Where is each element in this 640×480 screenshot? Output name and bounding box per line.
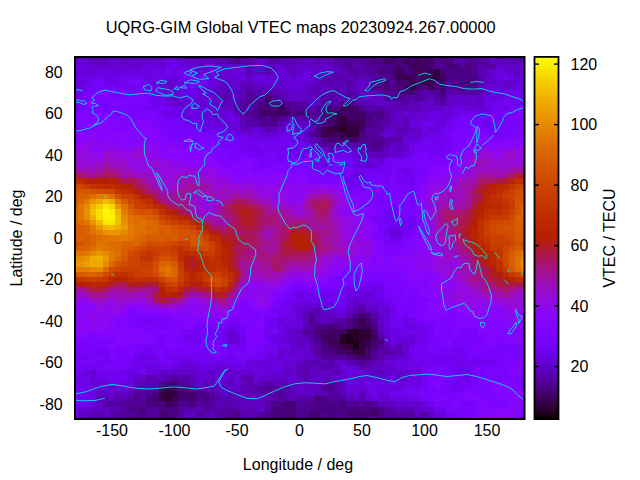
svg-text:-150: -150 bbox=[96, 422, 128, 439]
svg-text:-40: -40 bbox=[40, 313, 63, 330]
svg-text:50: 50 bbox=[353, 422, 371, 439]
svg-text:-100: -100 bbox=[158, 422, 190, 439]
svg-text:60: 60 bbox=[571, 237, 589, 254]
svg-text:VTEC / TECU: VTEC / TECU bbox=[601, 188, 618, 287]
svg-text:80: 80 bbox=[571, 177, 589, 194]
svg-text:-50: -50 bbox=[225, 422, 248, 439]
svg-text:20: 20 bbox=[571, 358, 589, 375]
svg-text:80: 80 bbox=[45, 64, 63, 81]
svg-text:Latitude / deg: Latitude / deg bbox=[8, 190, 25, 287]
svg-text:60: 60 bbox=[45, 105, 63, 122]
svg-text:0: 0 bbox=[295, 422, 304, 439]
svg-text:-20: -20 bbox=[40, 271, 63, 288]
svg-text:120: 120 bbox=[571, 56, 598, 73]
svg-text:40: 40 bbox=[45, 147, 63, 164]
svg-text:0: 0 bbox=[54, 230, 63, 247]
svg-text:-60: -60 bbox=[40, 354, 63, 371]
svg-text:40: 40 bbox=[571, 298, 589, 315]
svg-text:100: 100 bbox=[571, 116, 598, 133]
svg-text:UQRG-GIM Global VTEC maps 2023: UQRG-GIM Global VTEC maps 20230924.267.0… bbox=[106, 18, 496, 36]
svg-text:20: 20 bbox=[45, 188, 63, 205]
svg-text:150: 150 bbox=[474, 422, 501, 439]
svg-text:100: 100 bbox=[411, 422, 438, 439]
svg-text:Longitude / deg: Longitude / deg bbox=[243, 456, 353, 473]
svg-text:-80: -80 bbox=[40, 396, 63, 413]
